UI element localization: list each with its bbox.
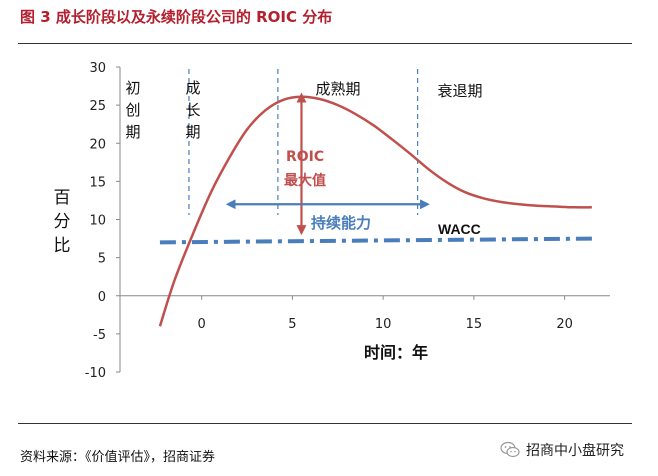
- wacc-line: [159, 236, 598, 245]
- phase-label-mature: 成熟期: [315, 80, 360, 98]
- x-tick-label: 0: [198, 317, 206, 332]
- phase-label-growth: 成: [185, 79, 200, 97]
- wechat-icon: [500, 441, 520, 458]
- y-tick-label: 0: [98, 290, 106, 305]
- bottom-rule: [18, 423, 632, 424]
- top-rule: [18, 43, 632, 44]
- y-tick-label: -5: [93, 328, 106, 343]
- roic-max-label-line1: ROIC: [286, 149, 324, 165]
- source-note: 资料来源：《价值评估》，招商证券: [20, 450, 216, 465]
- y-axis-title: 分: [54, 212, 71, 232]
- wacc-label: WACC: [438, 221, 481, 237]
- x-tick-label: 5: [288, 317, 296, 332]
- phase-label-growth: 长: [185, 101, 200, 119]
- phase-label-startup: 期: [125, 123, 140, 141]
- y-tick-label: 15: [89, 175, 106, 190]
- x-tick-label: 10: [375, 317, 392, 332]
- brand-name: 招商中小盘研究: [526, 443, 624, 459]
- sustainability-label: 持续能力: [311, 214, 371, 232]
- roic-line: [158, 95, 592, 327]
- y-tick-label: 5: [98, 252, 106, 267]
- phase-label-growth: 期: [185, 123, 200, 141]
- x-axis-title: 时间：年: [364, 343, 428, 362]
- figure-title: 图 3 成长阶段以及永续阶段公司的 ROIC 分布: [20, 8, 333, 26]
- y-axis-title: 百: [54, 188, 71, 208]
- y-tick-label: -10: [85, 366, 106, 381]
- roic-max-label-line2: 最大值: [284, 172, 326, 189]
- phase-label-decline: 衰退期: [437, 82, 482, 100]
- phase-label-startup: 初: [125, 79, 140, 97]
- y-tick-label: 30: [89, 61, 106, 76]
- x-tick-label: 20: [556, 317, 573, 332]
- y-tick-label: 25: [89, 99, 106, 114]
- y-tick-label: 20: [89, 137, 106, 152]
- y-axis-title: 比: [54, 236, 71, 256]
- phase-label-startup: 创: [125, 101, 140, 119]
- x-tick-label: 15: [466, 317, 483, 332]
- y-tick-label: 10: [89, 214, 106, 229]
- brand-credit: 招商中小盘研究: [500, 440, 624, 460]
